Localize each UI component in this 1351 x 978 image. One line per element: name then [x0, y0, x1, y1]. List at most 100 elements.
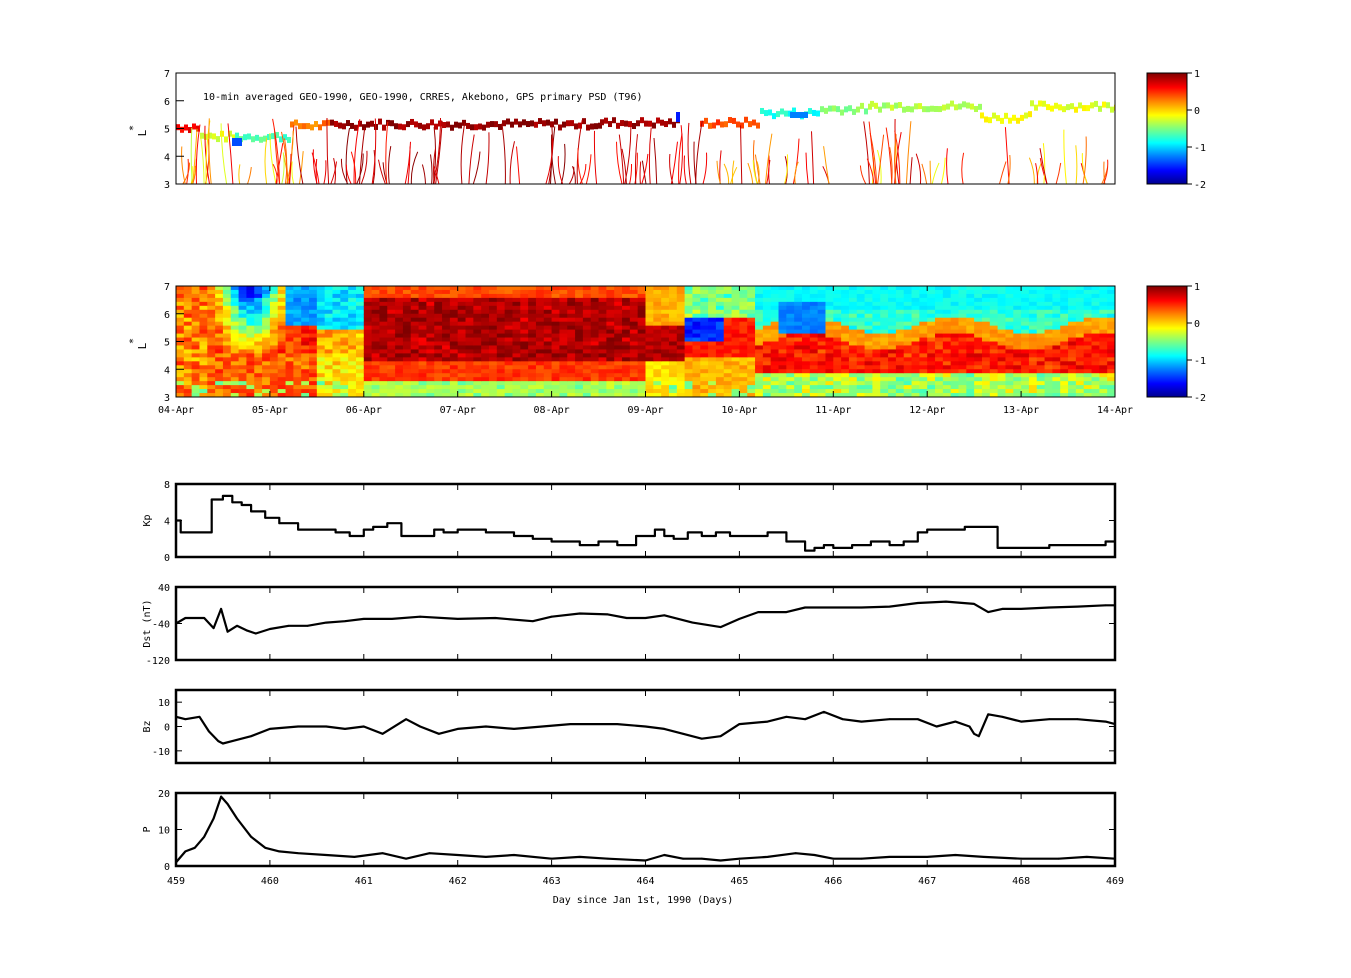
heatmap-cell — [371, 385, 381, 390]
heatmap-cell — [817, 385, 827, 390]
x-axis-label: Day since Jan 1st, 1990 (Days) — [553, 895, 734, 906]
heatmap-cell — [473, 357, 482, 362]
data-point — [287, 624, 290, 627]
heatmap-cell — [559, 317, 568, 323]
heatmap-cell — [1091, 385, 1100, 390]
heatmap-cell — [770, 377, 780, 382]
heatmap-cell — [888, 353, 897, 358]
heatmap-cell — [723, 293, 733, 299]
heatmap-cell — [309, 293, 318, 299]
heatmap-cell — [238, 301, 248, 307]
heatmap-cell — [528, 309, 537, 315]
heatmap-cell — [778, 317, 787, 323]
heatmap-cell — [457, 393, 467, 397]
heatmap-cell — [1013, 317, 1022, 323]
psd-track-segment — [1016, 117, 1020, 124]
psd-pass — [286, 130, 294, 184]
heatmap-cell — [176, 286, 185, 291]
heatmap-cell — [465, 305, 474, 311]
heatmap-cell — [872, 293, 881, 299]
heatmap-cell — [176, 341, 185, 347]
heatmap-cell — [387, 365, 396, 370]
heatmap-cell — [348, 361, 357, 366]
heatmap-cell — [1075, 329, 1085, 335]
heatmap-cell — [582, 286, 592, 291]
heatmap-cell — [629, 317, 639, 323]
heatmap-cell — [1036, 341, 1046, 347]
heatmap-cell — [911, 286, 920, 291]
heatmap-cell — [739, 361, 748, 366]
heatmap-cell — [324, 345, 334, 351]
heatmap-cell — [676, 381, 686, 386]
heatmap-cell — [191, 301, 201, 307]
heatmap-cell — [786, 357, 795, 362]
heatmap-cell — [817, 301, 827, 307]
heatmap-cell — [888, 329, 897, 335]
heatmap-cell — [817, 297, 827, 303]
data-point — [860, 606, 863, 609]
heatmap-cell — [559, 393, 568, 397]
heatmap-cell — [1099, 381, 1108, 386]
heatmap-cell — [191, 361, 201, 366]
heatmap-cell — [504, 381, 514, 386]
heatmap-cell — [747, 361, 756, 366]
heatmap-cell — [528, 357, 537, 362]
heatmap-cell — [528, 361, 537, 366]
data-point — [888, 856, 891, 858]
heatmap-cell — [825, 373, 834, 378]
heatmap-cell — [316, 297, 326, 303]
heatmap-cell — [888, 373, 897, 378]
psd-track-segment — [402, 124, 406, 131]
heatmap-cell — [340, 321, 349, 327]
heatmap-cell — [293, 369, 302, 374]
heatmap-cell — [504, 365, 514, 370]
heatmap-cell — [645, 341, 654, 347]
heatmap-cell — [715, 337, 725, 343]
heatmap-cell — [285, 313, 294, 319]
heatmap-cell — [489, 373, 498, 378]
data-point — [682, 732, 684, 735]
heatmap-cell — [950, 393, 960, 397]
heatmap-cell — [692, 389, 701, 394]
heatmap-cell — [1060, 293, 1069, 299]
heatmap-cell — [1052, 301, 1061, 307]
heatmap-cell — [653, 286, 662, 291]
heatmap-cell — [809, 385, 819, 390]
heatmap-cell — [535, 385, 545, 390]
psd-track-segment — [410, 118, 414, 125]
heatmap-cell — [614, 389, 623, 394]
heatmap-cell — [246, 301, 255, 307]
psd-track-segment — [934, 105, 938, 112]
heatmap-cell — [1021, 313, 1030, 319]
psd-pass — [190, 127, 193, 184]
heatmap-cell — [1099, 357, 1108, 362]
heatmap-cell — [700, 286, 709, 291]
heatmap-cell — [402, 377, 412, 382]
heatmap-cell — [935, 337, 944, 343]
heatmap-cell — [974, 305, 983, 311]
heatmap-cell — [622, 389, 631, 394]
heatmap-cell — [309, 357, 318, 362]
heatmap-cell — [872, 377, 881, 382]
psd-pass — [915, 153, 922, 184]
psd-track-segment — [712, 122, 716, 129]
heatmap-cell — [668, 297, 678, 303]
heatmap-cell — [794, 345, 803, 351]
heatmap-cell — [661, 385, 670, 390]
heatmap-cell — [747, 297, 756, 303]
heatmap-cell — [316, 289, 326, 295]
heatmap-cell — [692, 289, 701, 295]
psd-pass — [295, 126, 304, 184]
heatmap-cell — [880, 286, 889, 291]
heatmap-cell — [504, 321, 514, 327]
psd-track-segment — [538, 118, 542, 125]
heatmap-cell — [1005, 345, 1014, 351]
heatmap-cell — [387, 293, 396, 299]
heatmap-cell — [1021, 353, 1030, 358]
heatmap-cell — [762, 301, 772, 307]
heatmap-cell — [520, 357, 529, 362]
psd-pass — [359, 127, 366, 184]
heatmap-cell — [942, 381, 952, 386]
heatmap-cell — [590, 349, 600, 354]
heatmap-cell — [856, 353, 866, 358]
